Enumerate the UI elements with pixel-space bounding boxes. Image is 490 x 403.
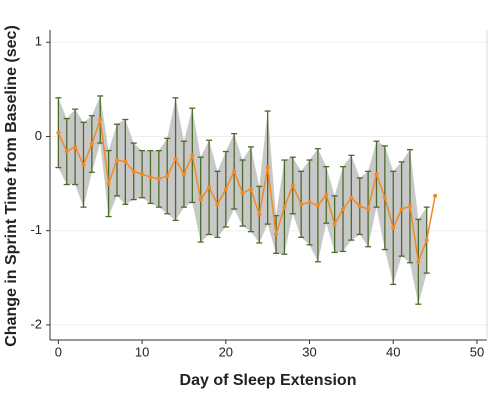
y-tick-label: 0	[35, 128, 42, 143]
point	[290, 183, 295, 188]
point	[391, 225, 396, 230]
point	[190, 153, 195, 158]
point	[407, 204, 412, 209]
point	[181, 172, 186, 177]
x-tick-label: 50	[470, 344, 484, 359]
point	[299, 202, 304, 207]
x-tick-label: 30	[302, 344, 316, 359]
point	[232, 169, 237, 174]
point	[223, 187, 228, 192]
point	[416, 259, 421, 264]
point	[341, 207, 346, 212]
point	[240, 191, 245, 196]
y-tick-label: -2	[30, 316, 42, 331]
point	[332, 222, 337, 227]
point	[324, 192, 329, 197]
point	[81, 162, 86, 167]
point	[265, 165, 270, 170]
point	[282, 205, 287, 210]
point	[215, 202, 220, 207]
point	[148, 174, 153, 179]
point	[374, 172, 379, 177]
y-tick-label: 1	[35, 34, 42, 49]
point	[433, 193, 438, 198]
point	[64, 149, 69, 154]
point	[98, 117, 103, 122]
y-tick-label: -1	[30, 222, 42, 237]
point	[366, 207, 371, 212]
point	[257, 212, 262, 217]
y-axis-label: Change in Sprint Time from Baseline (sec…	[3, 25, 20, 347]
point	[357, 204, 362, 209]
x-axis-label: Day of Sleep Extension	[180, 372, 357, 389]
point	[248, 187, 253, 192]
x-tick-label: 10	[135, 344, 149, 359]
point	[131, 169, 136, 174]
x-tick-label: 0	[55, 344, 62, 359]
point	[140, 172, 145, 177]
point	[106, 181, 111, 186]
point	[198, 197, 203, 202]
point	[399, 207, 404, 212]
point	[156, 176, 161, 181]
x-tick-label: 20	[219, 344, 233, 359]
point	[173, 157, 178, 162]
point	[315, 203, 320, 208]
point	[114, 158, 119, 163]
x-tick-label: 40	[386, 344, 400, 359]
point	[73, 144, 78, 149]
point	[307, 200, 312, 205]
point	[424, 238, 429, 243]
point	[274, 232, 279, 237]
point	[165, 174, 170, 179]
series-line	[57, 119, 436, 265]
point	[382, 195, 387, 200]
point	[349, 195, 354, 200]
point	[56, 130, 61, 135]
point	[89, 142, 94, 147]
point	[207, 185, 212, 190]
point	[123, 159, 128, 164]
